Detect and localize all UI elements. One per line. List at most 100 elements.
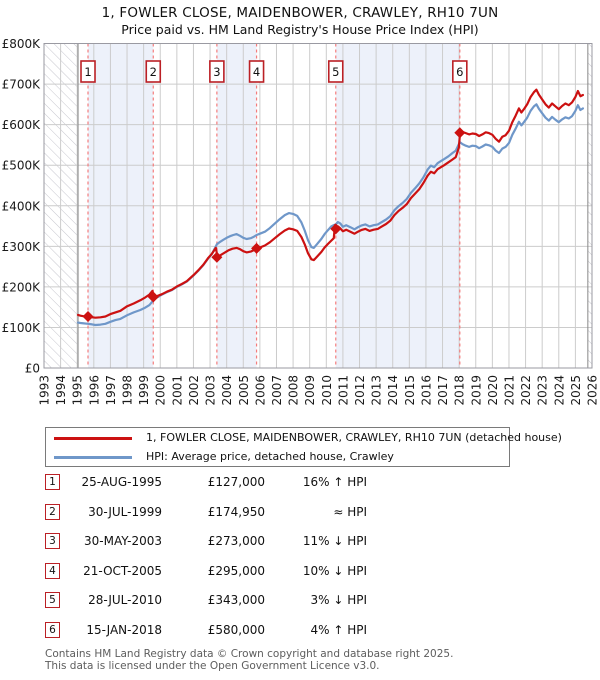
x-tick-label: 1995 <box>71 375 85 406</box>
sale-marker-diamond <box>454 127 466 139</box>
sale-row-date: 28-JUL-2010 <box>88 593 162 607</box>
x-tick-label: 1999 <box>137 375 151 406</box>
sale-number-box <box>248 60 265 83</box>
y-tick-label: £200K <box>2 280 42 294</box>
chart-legend: 1, FOWLER CLOSE, MAIDENBOWER, CRAWLEY, R… <box>45 427 562 467</box>
table-row: 3 30-MAY-2003 £273,000 11% ↓ HPI <box>0 533 600 551</box>
x-tick-label: 2009 <box>303 375 317 406</box>
page-subtitle: Price paid vs. HM Land Registry's House … <box>121 22 479 37</box>
sale-row-price: £127,000 <box>207 475 265 489</box>
sale-number: 6 <box>456 65 463 79</box>
sale-number: 4 <box>253 65 260 79</box>
table-row: 5 28-JUL-2010 £343,000 3% ↓ HPI <box>0 592 600 610</box>
x-tick-label: 2017 <box>436 375 450 406</box>
x-tick-label: 2001 <box>170 375 184 406</box>
footer-line: Contains HM Land Registry data © Crown c… <box>45 648 454 660</box>
x-tick-label: 2013 <box>370 375 384 406</box>
y-tick-label: £500K <box>2 159 42 173</box>
x-tick-label: 2019 <box>469 375 483 406</box>
sale-marker-diamond <box>147 291 159 303</box>
sale-row-number: 2 <box>45 503 60 520</box>
table-row: 4 21-OCT-2005 £295,000 10% ↓ HPI <box>0 562 600 581</box>
sale-marker-diamond <box>251 242 263 254</box>
y-tick-label: £800K <box>2 37 42 51</box>
property-line-swatch <box>54 437 132 440</box>
sale-number-box <box>209 60 225 83</box>
x-tick-label: 2012 <box>353 375 367 406</box>
sale-row-price: £580,000 <box>207 622 265 637</box>
sale-marker-diamond <box>82 310 94 322</box>
page-title: 1, FOWLER CLOSE, MAIDENBOWER, CRAWLEY, R… <box>101 5 499 21</box>
sale-row-number: 4 <box>45 562 60 579</box>
property-price-line <box>76 88 585 319</box>
legend-label: 1, FOWLER CLOSE, MAIDENBOWER, CRAWLEY, R… <box>146 431 562 444</box>
x-tick-label: 1993 <box>38 375 52 406</box>
table-row: 2 30-JUL-1999 £174,950 ≈ HPI <box>0 503 600 522</box>
y-tick-label: £400K <box>2 199 42 213</box>
table-row: 6 15-JAN-2018 £580,000 4% ↑ HPI <box>0 621 600 640</box>
sale-row-number: 6 <box>45 621 60 638</box>
sale-number: 1 <box>84 65 91 79</box>
x-tick-label: 1994 <box>54 375 68 406</box>
x-tick-label: 2000 <box>154 375 168 406</box>
y-tick-label: £0 <box>25 362 40 376</box>
x-tick-label: 2014 <box>386 375 400 406</box>
x-tick-label: 2025 <box>569 375 583 406</box>
sale-row-date: 25-AUG-1995 <box>81 475 163 489</box>
x-tick-label: 2015 <box>403 375 417 406</box>
y-tick-label: £100K <box>2 321 42 335</box>
sale-row-hpi-comparison: ≈ HPI <box>333 504 367 519</box>
legend-item-property: 1, FOWLER CLOSE, MAIDENBOWER, CRAWLEY, R… <box>46 428 562 447</box>
x-tick-label: 2008 <box>287 375 301 406</box>
sale-row-hpi-comparison: 3% ↓ HPI <box>310 593 367 607</box>
sale-row-number: 5 <box>45 592 60 608</box>
x-tick-label: 2011 <box>336 375 350 406</box>
sale-row-price: £295,000 <box>207 563 265 578</box>
sale-row-price: £343,000 <box>207 593 265 607</box>
x-tick-label: 2024 <box>552 375 566 406</box>
hpi-line-swatch <box>54 456 132 459</box>
y-tick-label: £600K <box>2 118 42 132</box>
footer-line: This data is licensed under the Open Gov… <box>45 659 380 672</box>
x-tick-label: 2003 <box>204 375 218 406</box>
x-tick-label: 2018 <box>453 375 467 406</box>
x-tick-label: 2002 <box>187 375 201 406</box>
x-tick-label: 2021 <box>502 375 516 406</box>
x-tick-label: 1996 <box>87 375 101 406</box>
x-tick-label: 2010 <box>320 375 334 406</box>
sale-row-hpi-comparison: 10% ↓ HPI <box>302 563 367 578</box>
licence-footer: Contains HM Land Registry data © Crown c… <box>45 648 454 672</box>
sale-row-date: 21-OCT-2005 <box>83 563 162 578</box>
sale-marker-diamond <box>330 223 342 235</box>
price-history-chart: 1 2 3 4 5 6 £0 £100K £200K £300K £400K £500K £600K £7… <box>2 37 600 406</box>
y-tick-label: £700K <box>2 78 42 92</box>
sale-number: 3 <box>213 65 220 79</box>
sale-number: 2 <box>150 65 157 79</box>
x-tick-label: 2006 <box>253 375 267 406</box>
x-tick-label: 2016 <box>419 375 433 406</box>
sale-row-date: 15-JAN-2018 <box>86 622 162 637</box>
x-tick-label: 2026 <box>586 375 600 406</box>
sale-row-date: 30-JUL-1999 <box>88 504 162 519</box>
sale-marker-diamond <box>211 251 223 263</box>
y-tick-label: £300K <box>2 240 42 254</box>
x-tick-label: 2023 <box>536 375 550 406</box>
sale-row-date: 30-MAY-2003 <box>83 534 162 548</box>
x-tick-label: 2020 <box>486 375 500 406</box>
table-row: 1 25-AUG-1995 £127,000 16% ↑ HPI <box>0 474 600 492</box>
sale-row-hpi-comparison: 16% ↑ HPI <box>302 475 367 489</box>
plot-border <box>43 43 593 369</box>
sale-row-number: 1 <box>45 474 60 490</box>
sale-number: 5 <box>332 65 339 79</box>
sale-row-price: £174,950 <box>207 504 265 519</box>
sale-number-box <box>80 60 96 83</box>
x-tick-label: 1997 <box>104 375 118 406</box>
sale-row-hpi-comparison: 4% ↑ HPI <box>310 622 367 637</box>
sale-number-box <box>145 60 162 83</box>
legend-label: HPI: Average price, detached house, Craw… <box>146 450 394 463</box>
sale-row-hpi-comparison: 11% ↓ HPI <box>302 534 367 548</box>
x-tick-label: 1998 <box>121 375 135 406</box>
legend-item-hpi: HPI: Average price, detached house, Craw… <box>46 447 509 466</box>
x-tick-label: 2007 <box>270 375 284 406</box>
